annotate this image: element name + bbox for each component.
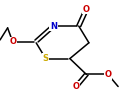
Text: O: O: [83, 5, 90, 14]
Text: N: N: [50, 22, 57, 31]
Text: O: O: [9, 37, 16, 46]
Text: O: O: [73, 82, 80, 91]
Text: S: S: [43, 54, 49, 63]
Text: O: O: [104, 70, 112, 79]
